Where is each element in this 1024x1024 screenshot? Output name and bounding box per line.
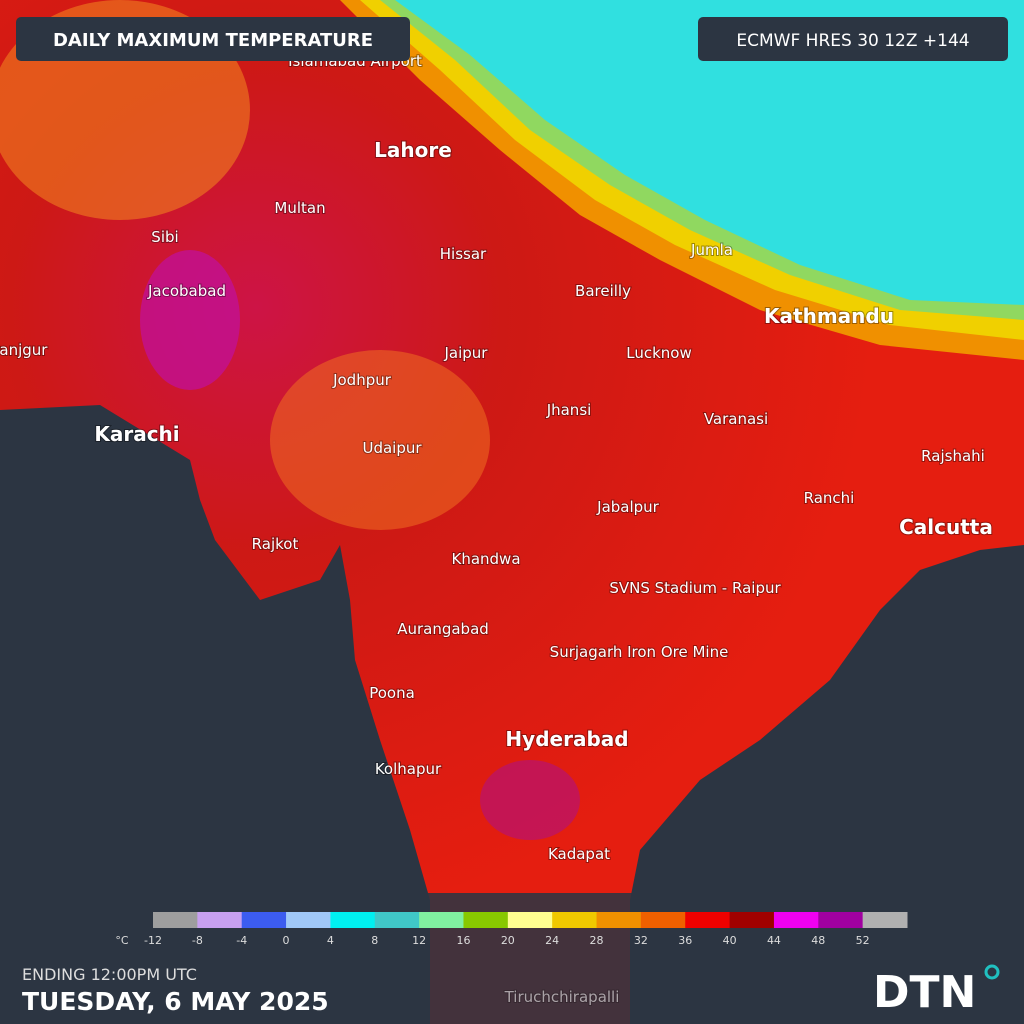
- city-label: Calcutta: [899, 515, 993, 539]
- hot-area: [480, 760, 580, 840]
- city-label: Rajkot: [252, 535, 299, 553]
- city-label: Kathmandu: [764, 304, 894, 328]
- cooler-area: [270, 350, 490, 530]
- city-label: Varanasi: [704, 410, 768, 428]
- legend-swatch: [153, 912, 198, 928]
- city-label: Panjgur: [0, 341, 48, 359]
- legend-tick-label: -8: [192, 934, 203, 947]
- legend-swatch: [729, 912, 775, 928]
- legend-tick-label: 32: [634, 934, 648, 947]
- city-label: Surjagarh Iron Ore Mine: [550, 643, 729, 661]
- legend-tick-label: 40: [723, 934, 737, 947]
- city-label: Rajshahi: [921, 447, 985, 465]
- date: TUESDAY, 6 MAY 2025: [22, 987, 329, 1016]
- legend-tick-label: 0: [283, 934, 290, 947]
- city-label: SVNS Stadium - Raipur: [609, 579, 781, 597]
- city-label: Jodhpur: [332, 371, 392, 389]
- legend-swatch: [463, 912, 509, 928]
- legend-swatch: [596, 912, 642, 928]
- city-label: Lucknow: [626, 344, 692, 362]
- legend-tick-label: 52: [856, 934, 870, 947]
- legend-tick-label: -12: [144, 934, 162, 947]
- legend-unit: °C: [115, 934, 129, 947]
- city-label: Hissar: [440, 245, 487, 263]
- city-label: Poona: [369, 684, 415, 702]
- ending-time: ENDING 12:00PM UTC: [22, 965, 197, 984]
- city-label: Jhansi: [546, 401, 592, 419]
- city-label: Kadapat: [548, 845, 610, 863]
- city-label: Kolhapur: [375, 760, 442, 778]
- legend-tick-label: 36: [678, 934, 692, 947]
- model-box: [698, 17, 1008, 61]
- legend-swatch: [419, 912, 464, 928]
- city-label: Ranchi: [804, 489, 855, 507]
- legend-swatch: [507, 912, 553, 928]
- city-label: Sibi: [151, 228, 178, 246]
- city-label: Lahore: [374, 138, 452, 162]
- legend-tick-label: 48: [811, 934, 825, 947]
- legend-swatch: [197, 912, 243, 928]
- legend-swatch: [241, 912, 287, 928]
- city-label: Jacobabad: [147, 282, 226, 300]
- legend-tick-label: 12: [412, 934, 426, 947]
- cold-area: [395, 0, 1024, 305]
- title-box: [16, 17, 410, 61]
- city-label: Jaipur: [444, 344, 489, 362]
- legend-swatch: [640, 912, 686, 928]
- legend-swatch: [818, 912, 864, 928]
- legend-tick-label: 8: [371, 934, 378, 947]
- city-label: Hyderabad: [505, 727, 628, 751]
- model-label: ECMWF HRES 30 12Z +144: [736, 31, 969, 51]
- legend-swatch: [286, 912, 331, 928]
- legend-tick-label: 4: [327, 934, 334, 947]
- title: DAILY MAXIMUM TEMPERATURE: [53, 30, 373, 51]
- legend-swatch: [374, 912, 420, 928]
- hot-area: [140, 250, 240, 390]
- city-label: Tiruchchirapalli: [504, 988, 620, 1006]
- city-label: Multan: [274, 199, 325, 217]
- legend-tick-label: 16: [456, 934, 470, 947]
- logo: DTN: [873, 967, 976, 1018]
- city-label: Udaipur: [362, 439, 422, 457]
- city-label: Jumla: [690, 241, 733, 259]
- legend-tick-label: 44: [767, 934, 781, 947]
- legend-tick-label: 20: [501, 934, 515, 947]
- legend-swatch: [773, 912, 819, 928]
- legend-swatch: [685, 912, 731, 928]
- legend-tick-label: 28: [590, 934, 604, 947]
- city-label: Karachi: [94, 422, 179, 446]
- city-label: Khandwa: [451, 550, 520, 568]
- logo-dot: [984, 964, 1000, 980]
- legend-tick-label: 24: [545, 934, 559, 947]
- legend: °C -12 -8 -4 0 4 8 12 16 20 24 28 32 36 40 44 48 52: [115, 912, 908, 947]
- city-label: Jabalpur: [596, 498, 660, 516]
- legend-swatch: [862, 912, 908, 928]
- city-label: Bareilly: [575, 282, 631, 300]
- legend-swatch: [552, 912, 598, 928]
- city-label: Aurangabad: [397, 620, 489, 638]
- legend-tick-label: -4: [236, 934, 247, 947]
- legend-swatch: [330, 912, 376, 928]
- arabian-sea: [0, 405, 430, 1024]
